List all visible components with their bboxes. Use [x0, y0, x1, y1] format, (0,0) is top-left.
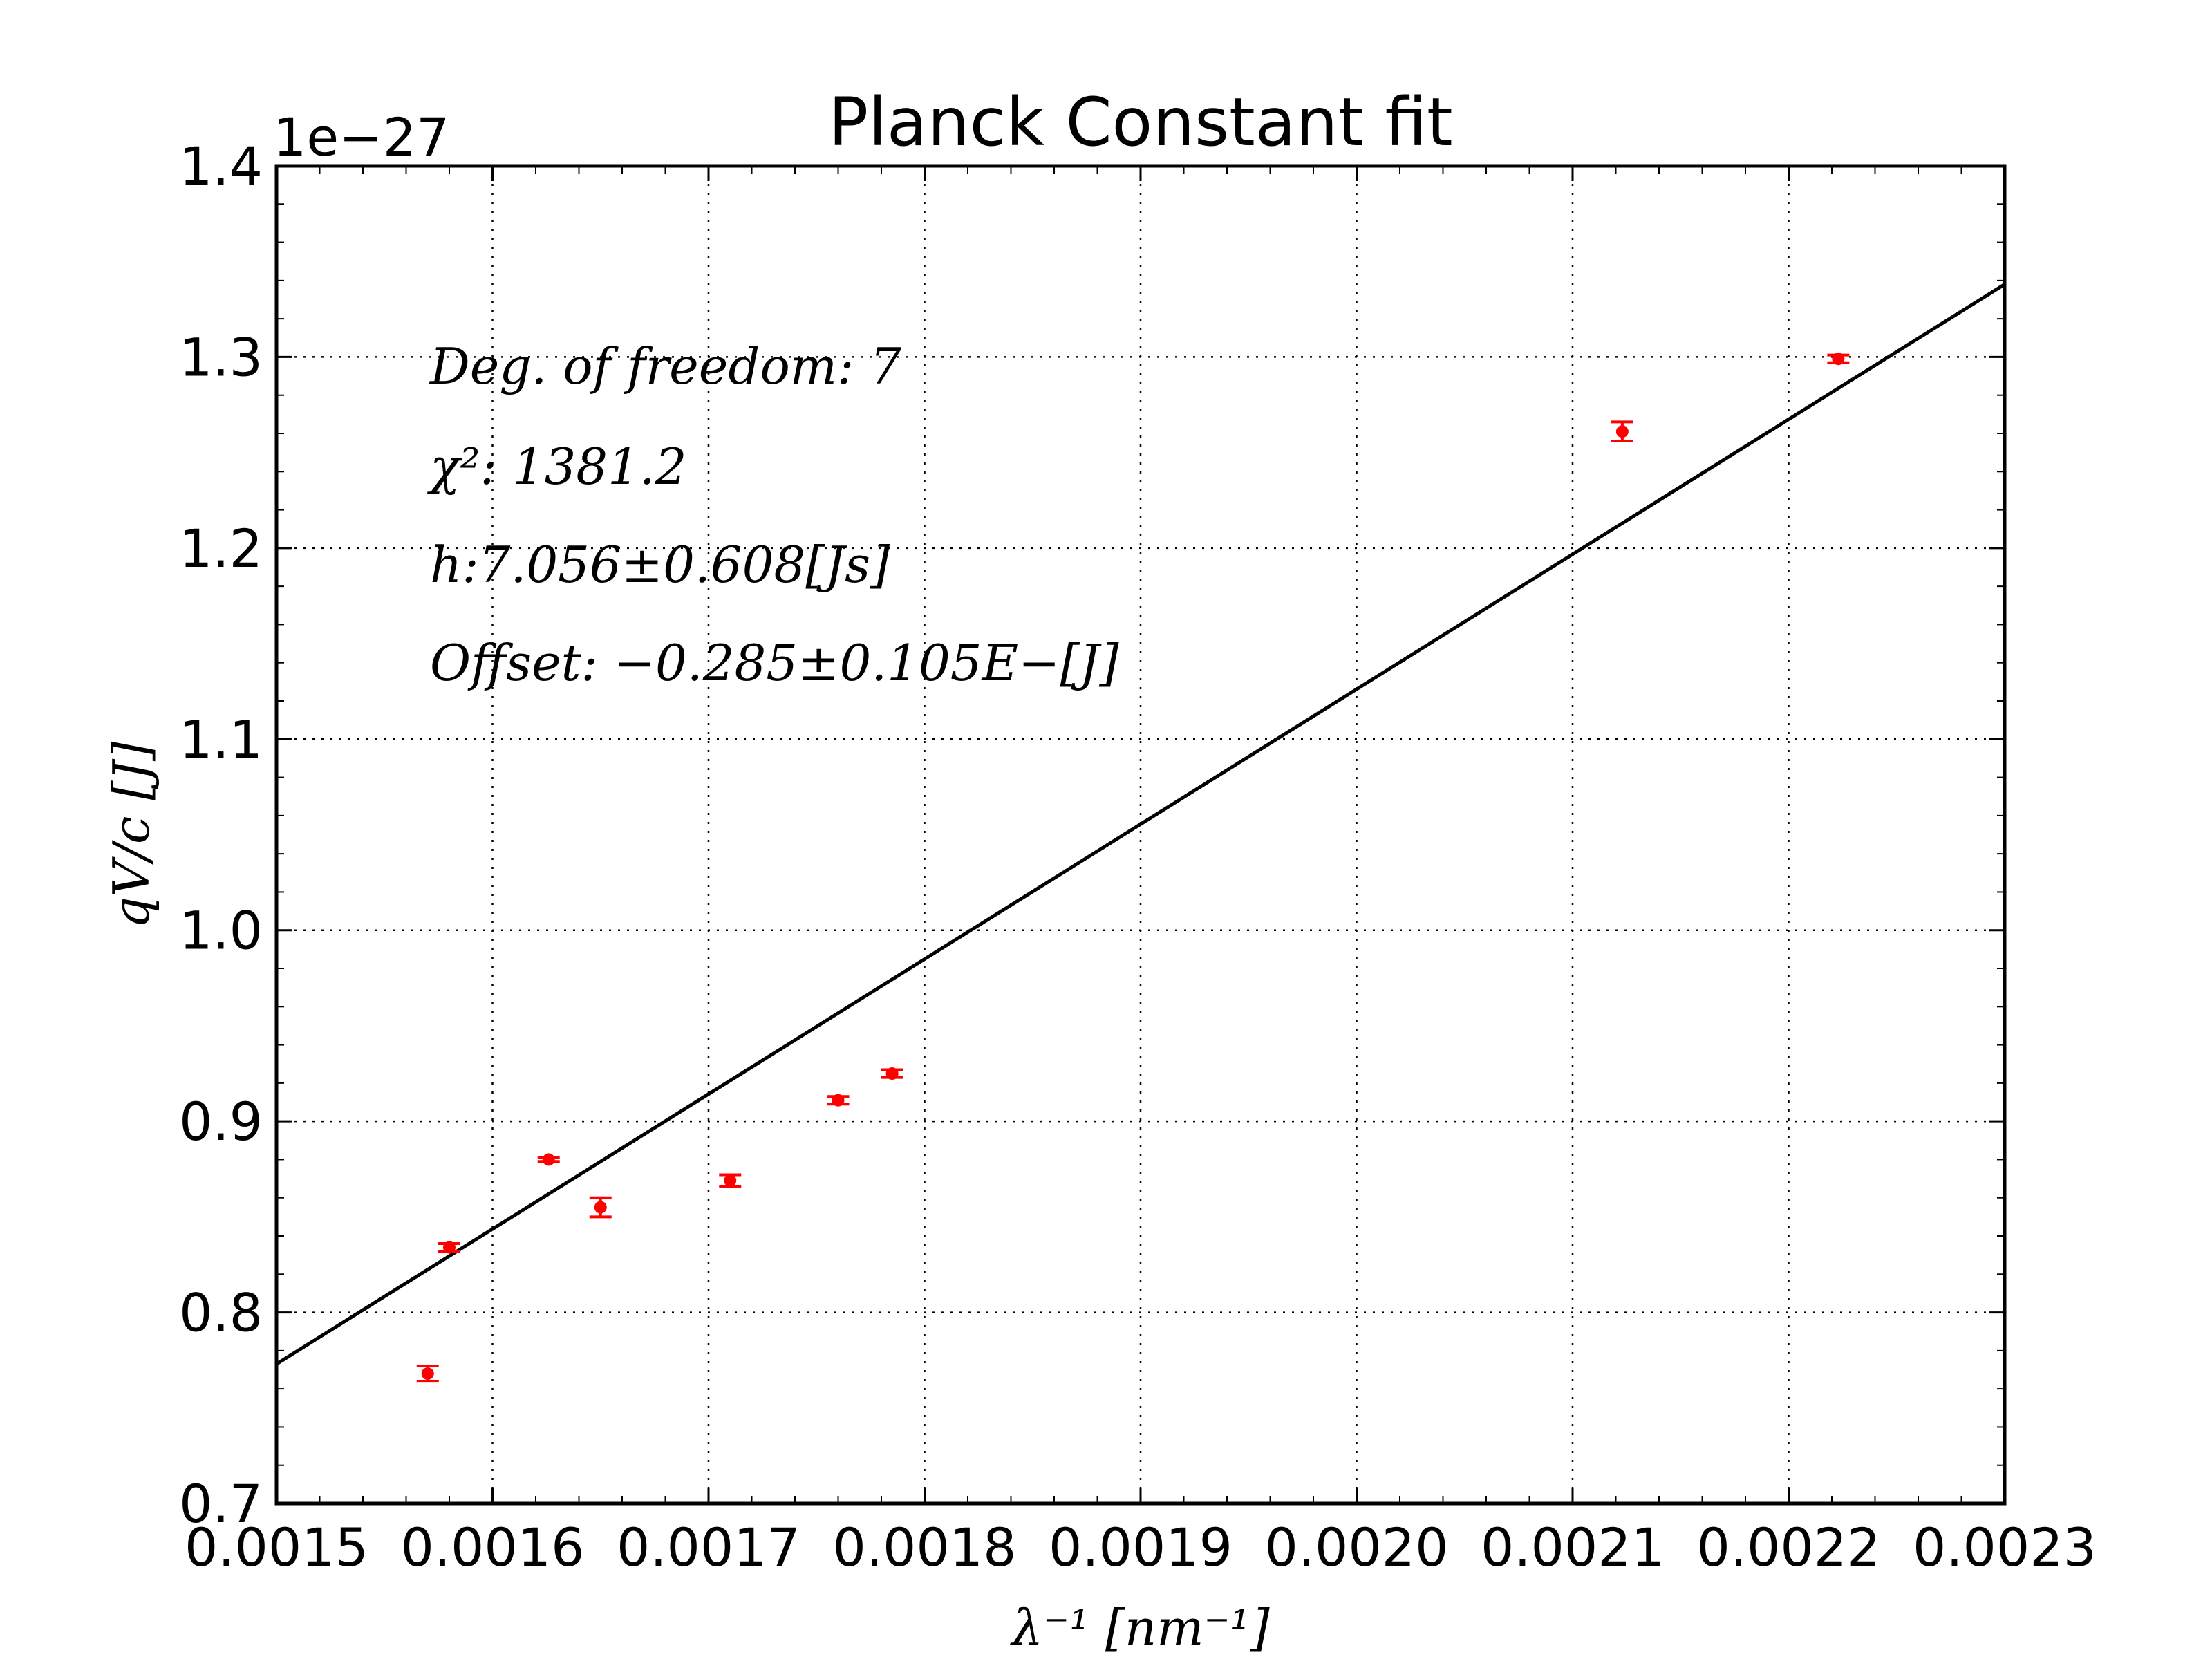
data-point [594, 1201, 607, 1214]
y-tick-label: 1.4 [179, 135, 263, 197]
x-tick-label: 0.0019 [1049, 1517, 1232, 1578]
x-axis-label: λ⁻¹ [nm⁻¹] [1009, 1599, 1270, 1657]
annotation-chi2: χ²: 1381.2 [427, 438, 687, 496]
y-tick-label: 1.3 [179, 326, 263, 388]
y-tick-label: 1.0 [179, 900, 263, 962]
data-point [443, 1241, 456, 1254]
x-tick-label: 0.0020 [1265, 1517, 1449, 1578]
y-tick-label: 0.9 [179, 1091, 263, 1152]
data-point [542, 1153, 555, 1166]
annotation-h: h:7.056±0.608[Js] [430, 536, 890, 594]
y-offset-label: 1e−27 [273, 106, 450, 168]
data-point [885, 1067, 899, 1080]
y-tick-label: 1.2 [179, 518, 263, 579]
grid [276, 166, 2005, 1503]
axis-ticks [275, 165, 2006, 1505]
data-points-group [416, 353, 1850, 1383]
x-tick-label: 0.0018 [833, 1517, 1017, 1578]
data-point [832, 1094, 845, 1107]
chart-title: Planck Constant fit [828, 84, 1452, 161]
x-tick-label: 0.0022 [1697, 1517, 1881, 1578]
y-axis-label: qV/c [J] [102, 741, 160, 929]
data-point [1615, 425, 1629, 438]
annotation-dof: Deg. of freedom: 7 [429, 337, 901, 395]
x-tick-label: 0.0016 [401, 1517, 585, 1578]
y-tick-label: 1.1 [179, 709, 263, 770]
y-tick-label: 0.7 [179, 1473, 263, 1535]
data-point [1832, 353, 1845, 366]
fit-line [275, 283, 2006, 1366]
x-tick-label: 0.0023 [1913, 1517, 2097, 1578]
x-tick-label: 0.0015 [185, 1517, 368, 1578]
x-tick-label: 0.0017 [617, 1517, 800, 1578]
fit-line-group [275, 283, 2006, 1366]
annotation-offset: Offset: −0.285±0.105E−[J] [430, 634, 1119, 692]
data-point [421, 1367, 434, 1380]
tick-labels: 0.0015 0.0016 0.0017 0.0018 0.0019 0.0020 0.00… [179, 135, 2097, 1578]
y-tick-label: 0.8 [179, 1282, 263, 1344]
x-tick-label: 0.0021 [1481, 1517, 1665, 1578]
data-point [724, 1174, 737, 1187]
